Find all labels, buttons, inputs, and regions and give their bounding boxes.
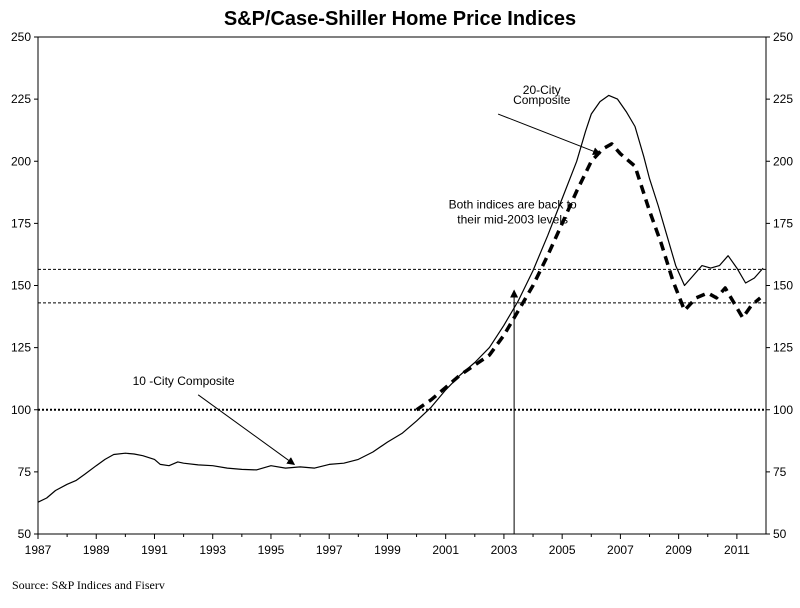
y-tick-label-left: 200	[11, 154, 31, 168]
y-tick-label-right: 225	[773, 92, 793, 106]
annotation-text: Composite	[513, 93, 571, 107]
y-tick-label-right: 150	[773, 279, 793, 293]
y-tick-label-right: 200	[773, 154, 793, 168]
x-tick-label: 1997	[316, 543, 343, 557]
y-tick-label-right: 250	[773, 30, 793, 44]
annotation-text: 10 -City Composite	[133, 374, 235, 388]
x-tick-label: 1999	[374, 543, 401, 557]
y-tick-label-left: 150	[11, 279, 31, 293]
chart-title: S&P/Case-Shiller Home Price Indices	[223, 8, 577, 30]
annotation-arrow	[497, 113, 601, 155]
annotation-text: 20-City	[523, 83, 561, 97]
y-tick-label-left: 250	[11, 30, 31, 44]
x-tick-label: 2003	[491, 543, 518, 557]
y-tick-label-left: 175	[11, 216, 31, 230]
x-tick-label: 2005	[549, 543, 576, 557]
y-tick-label-left: 50	[18, 527, 32, 541]
x-tick-label: 1987	[25, 543, 52, 557]
y-tick-label-right: 100	[773, 403, 793, 417]
y-tick-label-left: 225	[11, 92, 31, 106]
y-tick-label-right: 125	[773, 341, 793, 355]
x-tick-label: 1991	[141, 543, 168, 557]
x-tick-label: 2001	[432, 543, 459, 557]
y-tick-label-right: 50	[773, 527, 787, 541]
y-tick-label-right: 175	[773, 216, 793, 230]
annotation-text: Both indices are back to	[449, 197, 577, 211]
y-tick-label-right: 75	[773, 465, 787, 479]
series-line-10-city	[37, 94, 764, 503]
annotation-arrow	[197, 394, 296, 466]
x-tick-label: 2011	[724, 543, 750, 557]
annotation-text: their mid-2003 levels	[457, 212, 568, 226]
series-line-20-city	[415, 142, 762, 412]
x-tick-label: 2007	[607, 543, 634, 557]
y-tick-label-left: 125	[11, 341, 31, 355]
x-tick-label: 1995	[258, 543, 285, 557]
y-tick-label-left: 75	[18, 465, 32, 479]
x-tick-label: 2009	[665, 543, 692, 557]
x-tick-label: 1993	[199, 543, 226, 557]
y-tick-label-left: 100	[11, 403, 31, 417]
plot-frame	[37, 36, 767, 535]
x-tick-label: 1989	[83, 543, 110, 557]
source-note: Source: S&P Indices and Fiserv	[12, 578, 165, 592]
